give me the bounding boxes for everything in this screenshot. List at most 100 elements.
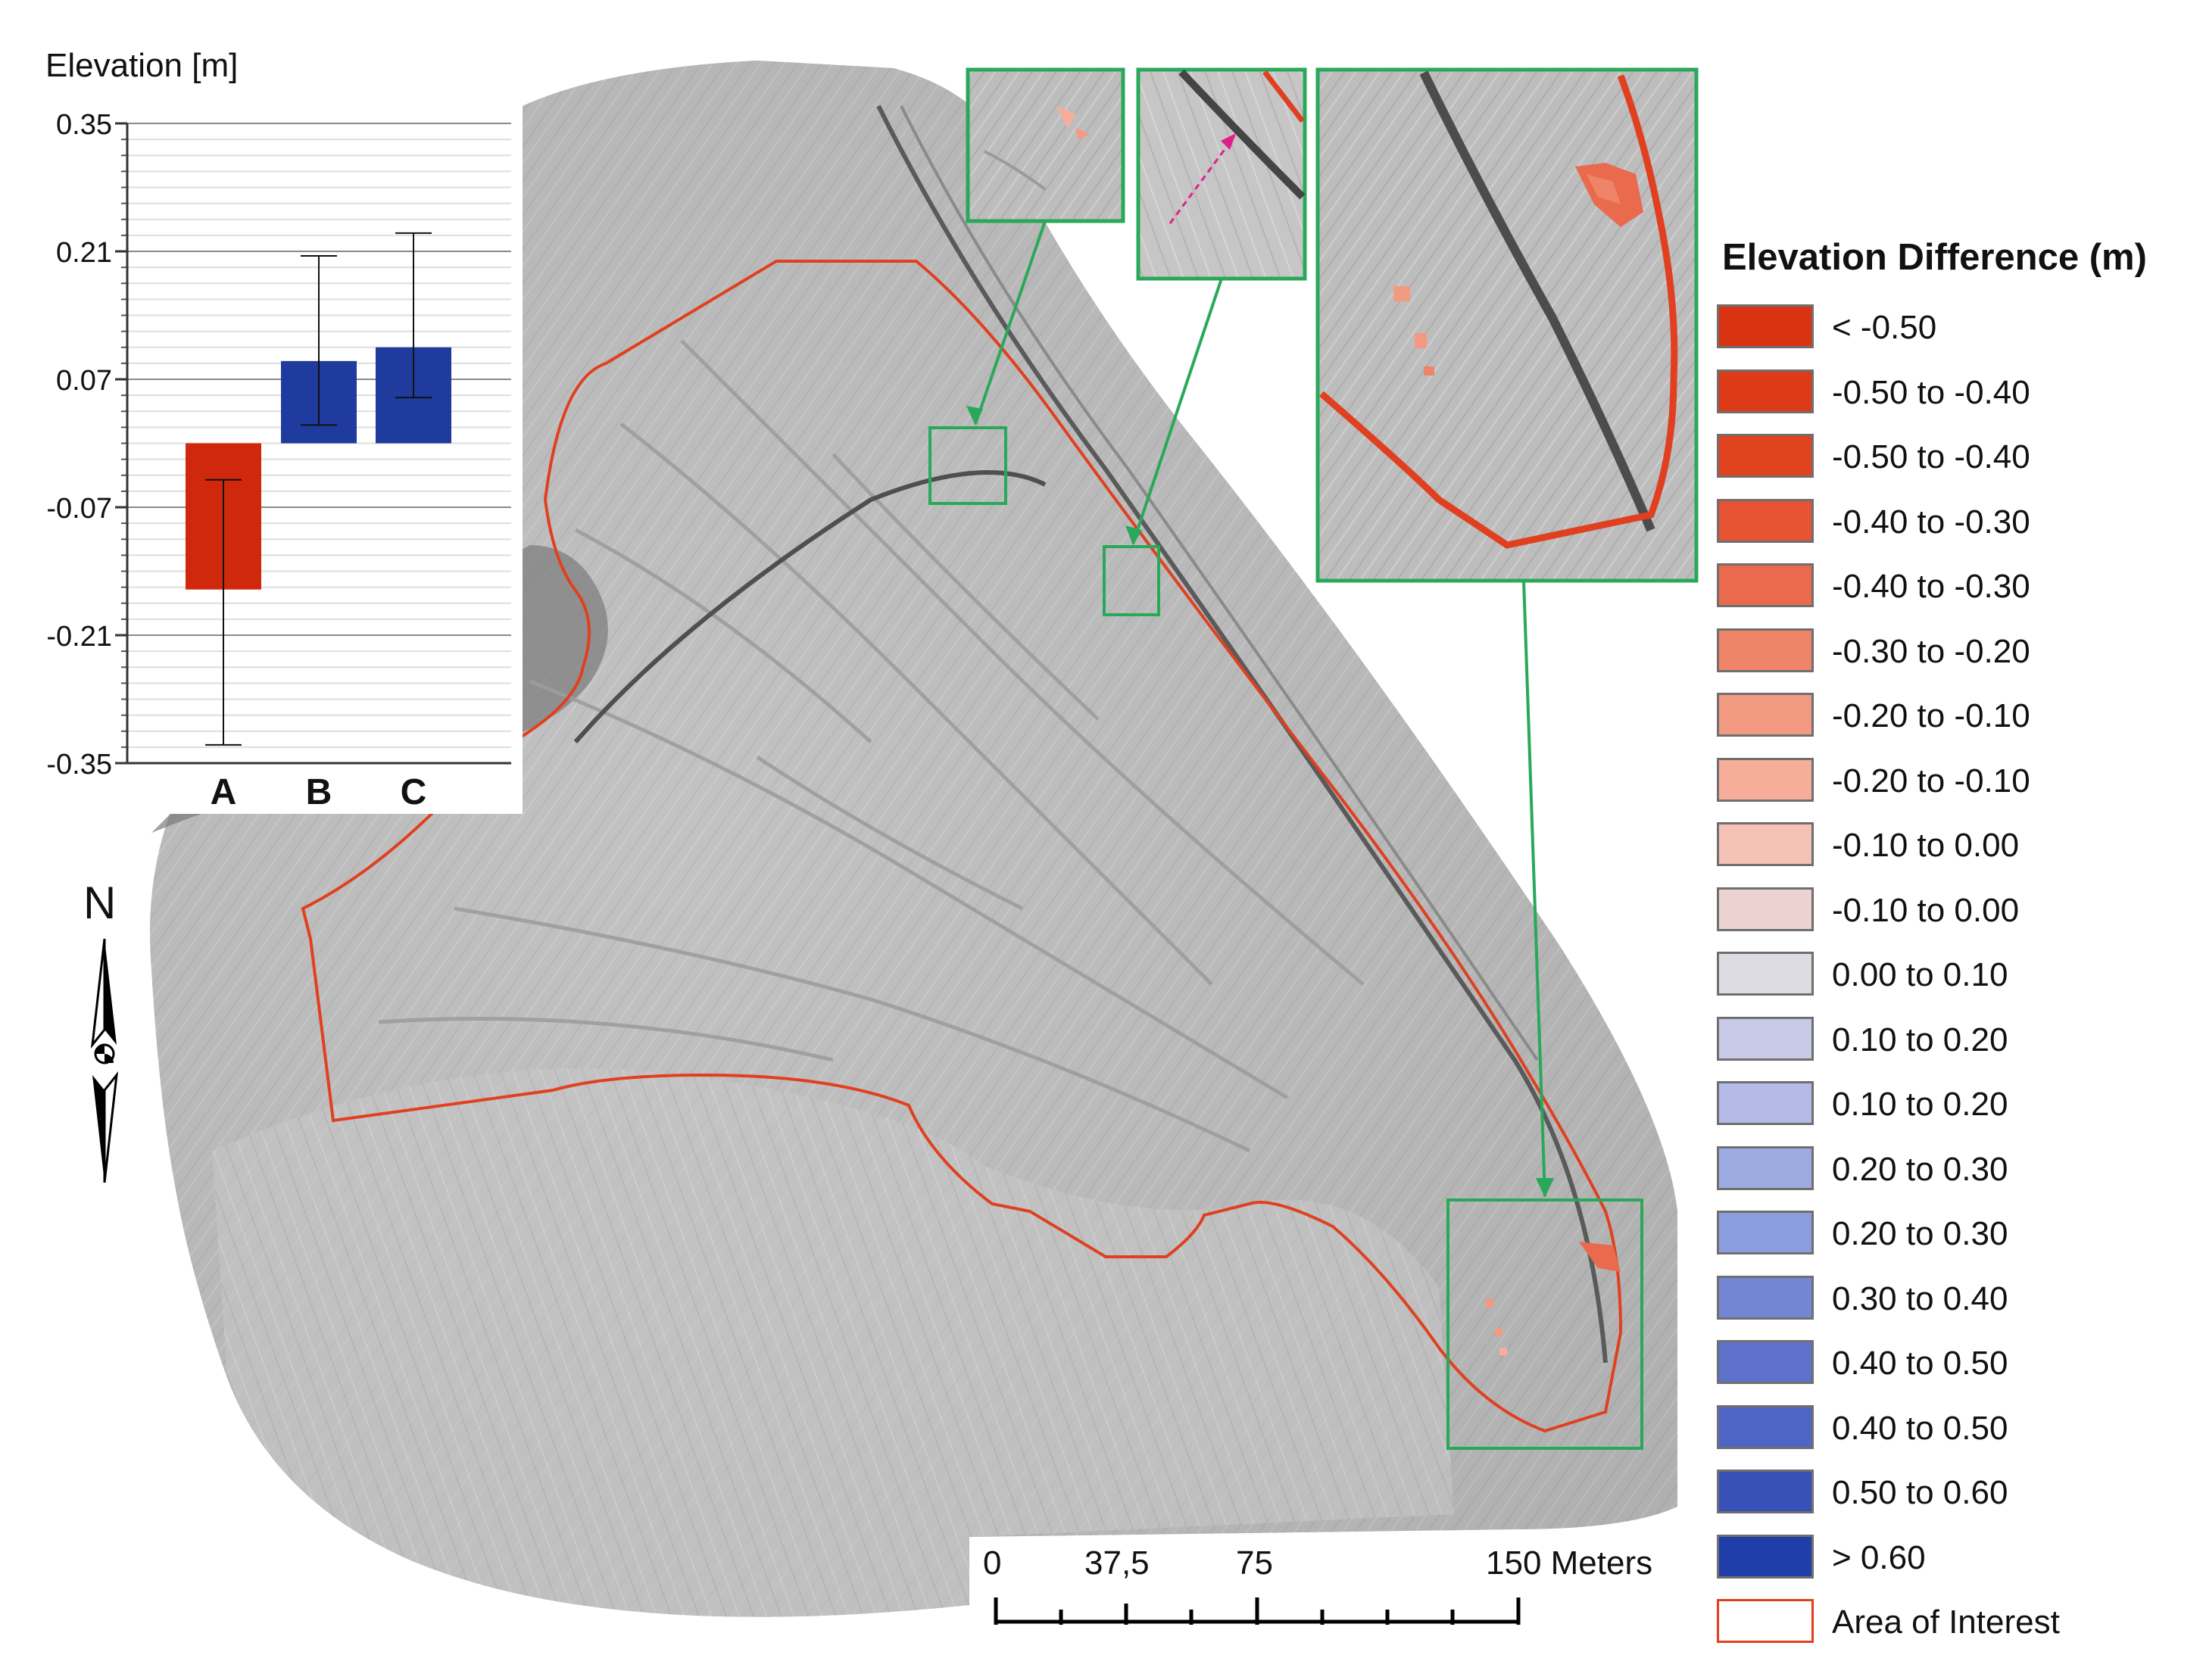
legend-swatch [1717, 628, 1814, 672]
inset-locator-boxes [928, 426, 1643, 1450]
scale-label-0: 0 [983, 1544, 1002, 1582]
legend-label: 0.50 to 0.60 [1832, 1474, 2008, 1511]
legend-label: 0.10 to 0.20 [1832, 1021, 2008, 1058]
legend-item: -0.10 to 0.00 [1717, 822, 2186, 871]
legend-label: 0.00 to 0.10 [1832, 956, 2008, 993]
legend-item: 0.40 to 0.50 [1717, 1340, 2186, 1389]
legend-item: 0.50 to 0.60 [1717, 1470, 2186, 1518]
elevation-bar-chart: 0.35 0.21 0.07 -0.07 -0.21 -0.35 A B C [46, 109, 511, 812]
legend-title: Elevation Difference (m) [1722, 237, 2147, 278]
legend-label: -0.50 to -0.40 [1832, 438, 2030, 475]
y-tick-label: 0.07 [56, 365, 112, 397]
legend-label: Area of Interest [1832, 1604, 2060, 1641]
legend-label: 0.20 to 0.30 [1832, 1215, 2008, 1252]
zoom-inset-1 [966, 67, 1125, 223]
legend-swatch [1717, 369, 1814, 413]
legend-item: -0.10 to 0.00 [1717, 887, 2186, 936]
legend-swatch [1717, 304, 1814, 348]
legend-item: -0.40 to -0.30 [1717, 563, 2186, 612]
x-tick-label: A [211, 772, 237, 812]
zoom-inset-2 [1136, 67, 1307, 281]
legend-label: > 0.60 [1832, 1538, 1926, 1576]
legend-item: < -0.50 [1717, 304, 2186, 353]
legend-swatch [1717, 1081, 1814, 1125]
legend-swatch [1717, 887, 1814, 931]
zoom-inset-3 [1315, 67, 1699, 583]
legend-swatch [1717, 693, 1814, 737]
north-arrow [90, 938, 119, 1183]
legend-swatch [1717, 434, 1814, 478]
hillshade-raster [150, 61, 1677, 1617]
legend-swatch [1717, 1599, 1814, 1643]
legend-item: -0.20 to -0.10 [1717, 693, 2186, 741]
y-tick-label: -0.35 [46, 749, 112, 781]
scale-bar [994, 1597, 1521, 1625]
legend-swatch [1717, 1275, 1814, 1320]
legend-item: -0.50 to -0.40 [1717, 369, 2186, 418]
legend-item: 0.10 to 0.20 [1717, 1081, 2186, 1130]
legend-label: -0.20 to -0.10 [1832, 697, 2030, 734]
inset-connector-arrows [974, 220, 1546, 1197]
legend-swatch [1717, 822, 1814, 866]
y-tick-label: -0.07 [46, 493, 112, 525]
legend-swatch [1717, 1404, 1814, 1449]
connector-arrowheads [966, 406, 1554, 1198]
legend-swatch [1717, 1534, 1814, 1579]
legend-label: 0.30 to 0.40 [1832, 1279, 2008, 1317]
legend-item: -0.20 to -0.10 [1717, 757, 2186, 806]
legend-label: -0.20 to -0.10 [1832, 762, 2030, 799]
legend-item: -0.50 to -0.40 [1717, 434, 2186, 482]
legend-swatch [1717, 952, 1814, 996]
legend-swatch [1717, 563, 1814, 607]
dark-gully [573, 470, 1047, 743]
legend-swatch [1717, 1211, 1814, 1255]
legend-label: -0.30 to -0.20 [1832, 632, 2030, 670]
legend-swatch [1717, 1340, 1814, 1384]
x-tick-label: C [401, 772, 427, 812]
legend-swatch [1717, 498, 1814, 543]
scale-label-75: 75 [1236, 1544, 1273, 1582]
legend-label: -0.50 to -0.40 [1832, 373, 2030, 411]
legend-item: 0.40 to 0.50 [1717, 1404, 2186, 1454]
scale-label-37-5: 37,5 [1084, 1544, 1150, 1582]
legend-label: 0.40 to 0.50 [1832, 1345, 2008, 1382]
locator-3-patches [1486, 1242, 1621, 1355]
legend-label: 0.40 to 0.50 [1832, 1409, 2008, 1447]
legend-item: -0.40 to -0.30 [1717, 498, 2186, 547]
legend-label: 0.20 to 0.30 [1832, 1150, 2008, 1188]
y-tick-label: -0.21 [46, 621, 112, 653]
legend-item: -0.30 to -0.20 [1717, 628, 2186, 677]
legend-swatch [1717, 757, 1814, 802]
legend-label: -0.40 to -0.30 [1832, 568, 2030, 605]
y-tick-label: 0.21 [56, 237, 112, 269]
legend-item: 0.10 to 0.20 [1717, 1016, 2186, 1065]
legend-item: 0.20 to 0.30 [1717, 1211, 2186, 1259]
locator-box-3 [1446, 1198, 1643, 1450]
legend-item: 0.00 to 0.10 [1717, 952, 2186, 1000]
legend-item: 0.20 to 0.30 [1717, 1145, 2186, 1195]
channel-ridges-2 [900, 105, 1539, 1061]
legend-swatch [1717, 1145, 1814, 1190]
legend-label: -0.10 to 0.00 [1832, 827, 2020, 864]
legend-label: < -0.50 [1832, 309, 1937, 346]
legend-item: Area of Interest [1717, 1599, 2186, 1647]
legend-swatch [1717, 1470, 1814, 1513]
y-tick-label: 0.35 [56, 109, 112, 141]
fan-channels [378, 339, 1365, 1153]
legend-item: > 0.60 [1717, 1534, 2186, 1583]
inset-chart-title: Elevation [m] [45, 47, 239, 84]
x-tick-label: B [306, 772, 332, 812]
legend-label: 0.10 to 0.20 [1832, 1086, 2008, 1123]
locator-box-2 [1103, 545, 1160, 616]
area-of-interest-outline [301, 260, 1623, 1433]
flow-direction-arrow [1169, 136, 1236, 224]
legend-swatch [1717, 1016, 1814, 1061]
north-label: N [83, 877, 117, 928]
legend-label: -0.10 to 0.00 [1832, 891, 2020, 929]
locator-box-1 [928, 426, 1007, 505]
lower-slope-texture [212, 1068, 1454, 1617]
legend-item: 0.30 to 0.40 [1717, 1275, 2186, 1324]
legend-label: -0.40 to -0.30 [1832, 503, 2030, 541]
scale-label-150: 150 Meters [1486, 1544, 1653, 1582]
